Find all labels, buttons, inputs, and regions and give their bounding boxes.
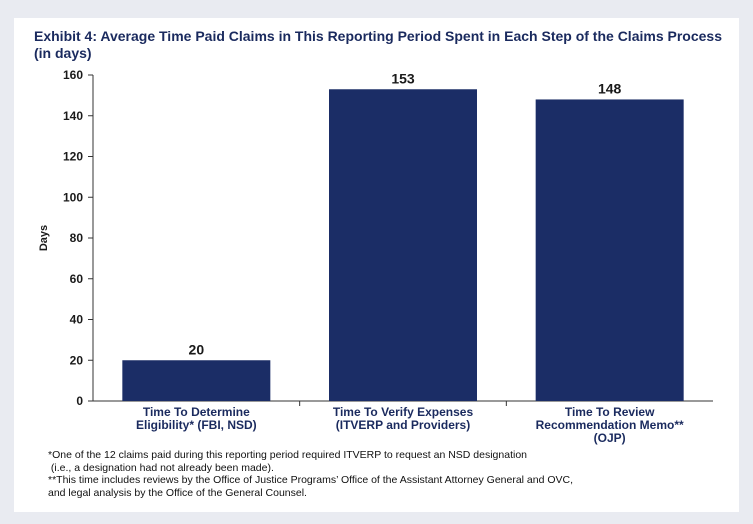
y-tick-label: 20 (70, 353, 84, 367)
footnote-line: and legal analysis by the Office of the … (48, 486, 307, 499)
x-tick-label-line: Time To Review (565, 405, 655, 419)
footnotes: *One of the 12 claims paid during this r… (48, 449, 718, 499)
y-tick-label: 100 (63, 190, 83, 204)
bar (122, 360, 271, 401)
data-label: 20 (189, 341, 205, 357)
x-tick-label-line: Recommendation Memo** (536, 418, 684, 432)
y-tick-label: 40 (70, 313, 84, 327)
chart-title: Exhibit 4: Average Time Paid Claims in T… (34, 28, 722, 61)
y-tick-label: 60 (70, 272, 84, 286)
footnote-line: (i.e., a designation had not already bee… (48, 461, 274, 474)
x-tick-label: Time To Determine Eligibility* (FBI, NSD) (136, 405, 257, 432)
data-label: 148 (598, 80, 622, 96)
footnote-line: *One of the 12 claims paid during this r… (48, 449, 527, 461)
x-tick-label-line: Time To Verify Expenses (333, 405, 474, 419)
y-tick-label: 80 (70, 231, 84, 245)
x-tick-label-line: (ITVERP and Providers) (336, 418, 470, 432)
x-tick-label-line: (OJP) (594, 431, 626, 445)
bar (535, 99, 684, 401)
bar (329, 89, 477, 401)
data-label: 153 (391, 70, 415, 86)
x-tick-label-line: Eligibility* (FBI, NSD) (136, 418, 257, 432)
x-tick-label: Time To Verify Expenses (ITVERP and Provi… (333, 405, 474, 432)
y-tick-label: 120 (63, 150, 83, 164)
x-tick-label-line: Time To Determine (143, 405, 250, 419)
x-tick-label: Time To Review Recommendation Memo** (OJP) (536, 405, 684, 445)
y-tick-label: 140 (63, 109, 83, 123)
y-axis-label: Days (38, 225, 50, 251)
y-tick-label: 0 (76, 394, 83, 408)
footnote-line: **This time includes reviews by the Offi… (48, 474, 574, 486)
y-tick-label: 160 (63, 68, 83, 82)
